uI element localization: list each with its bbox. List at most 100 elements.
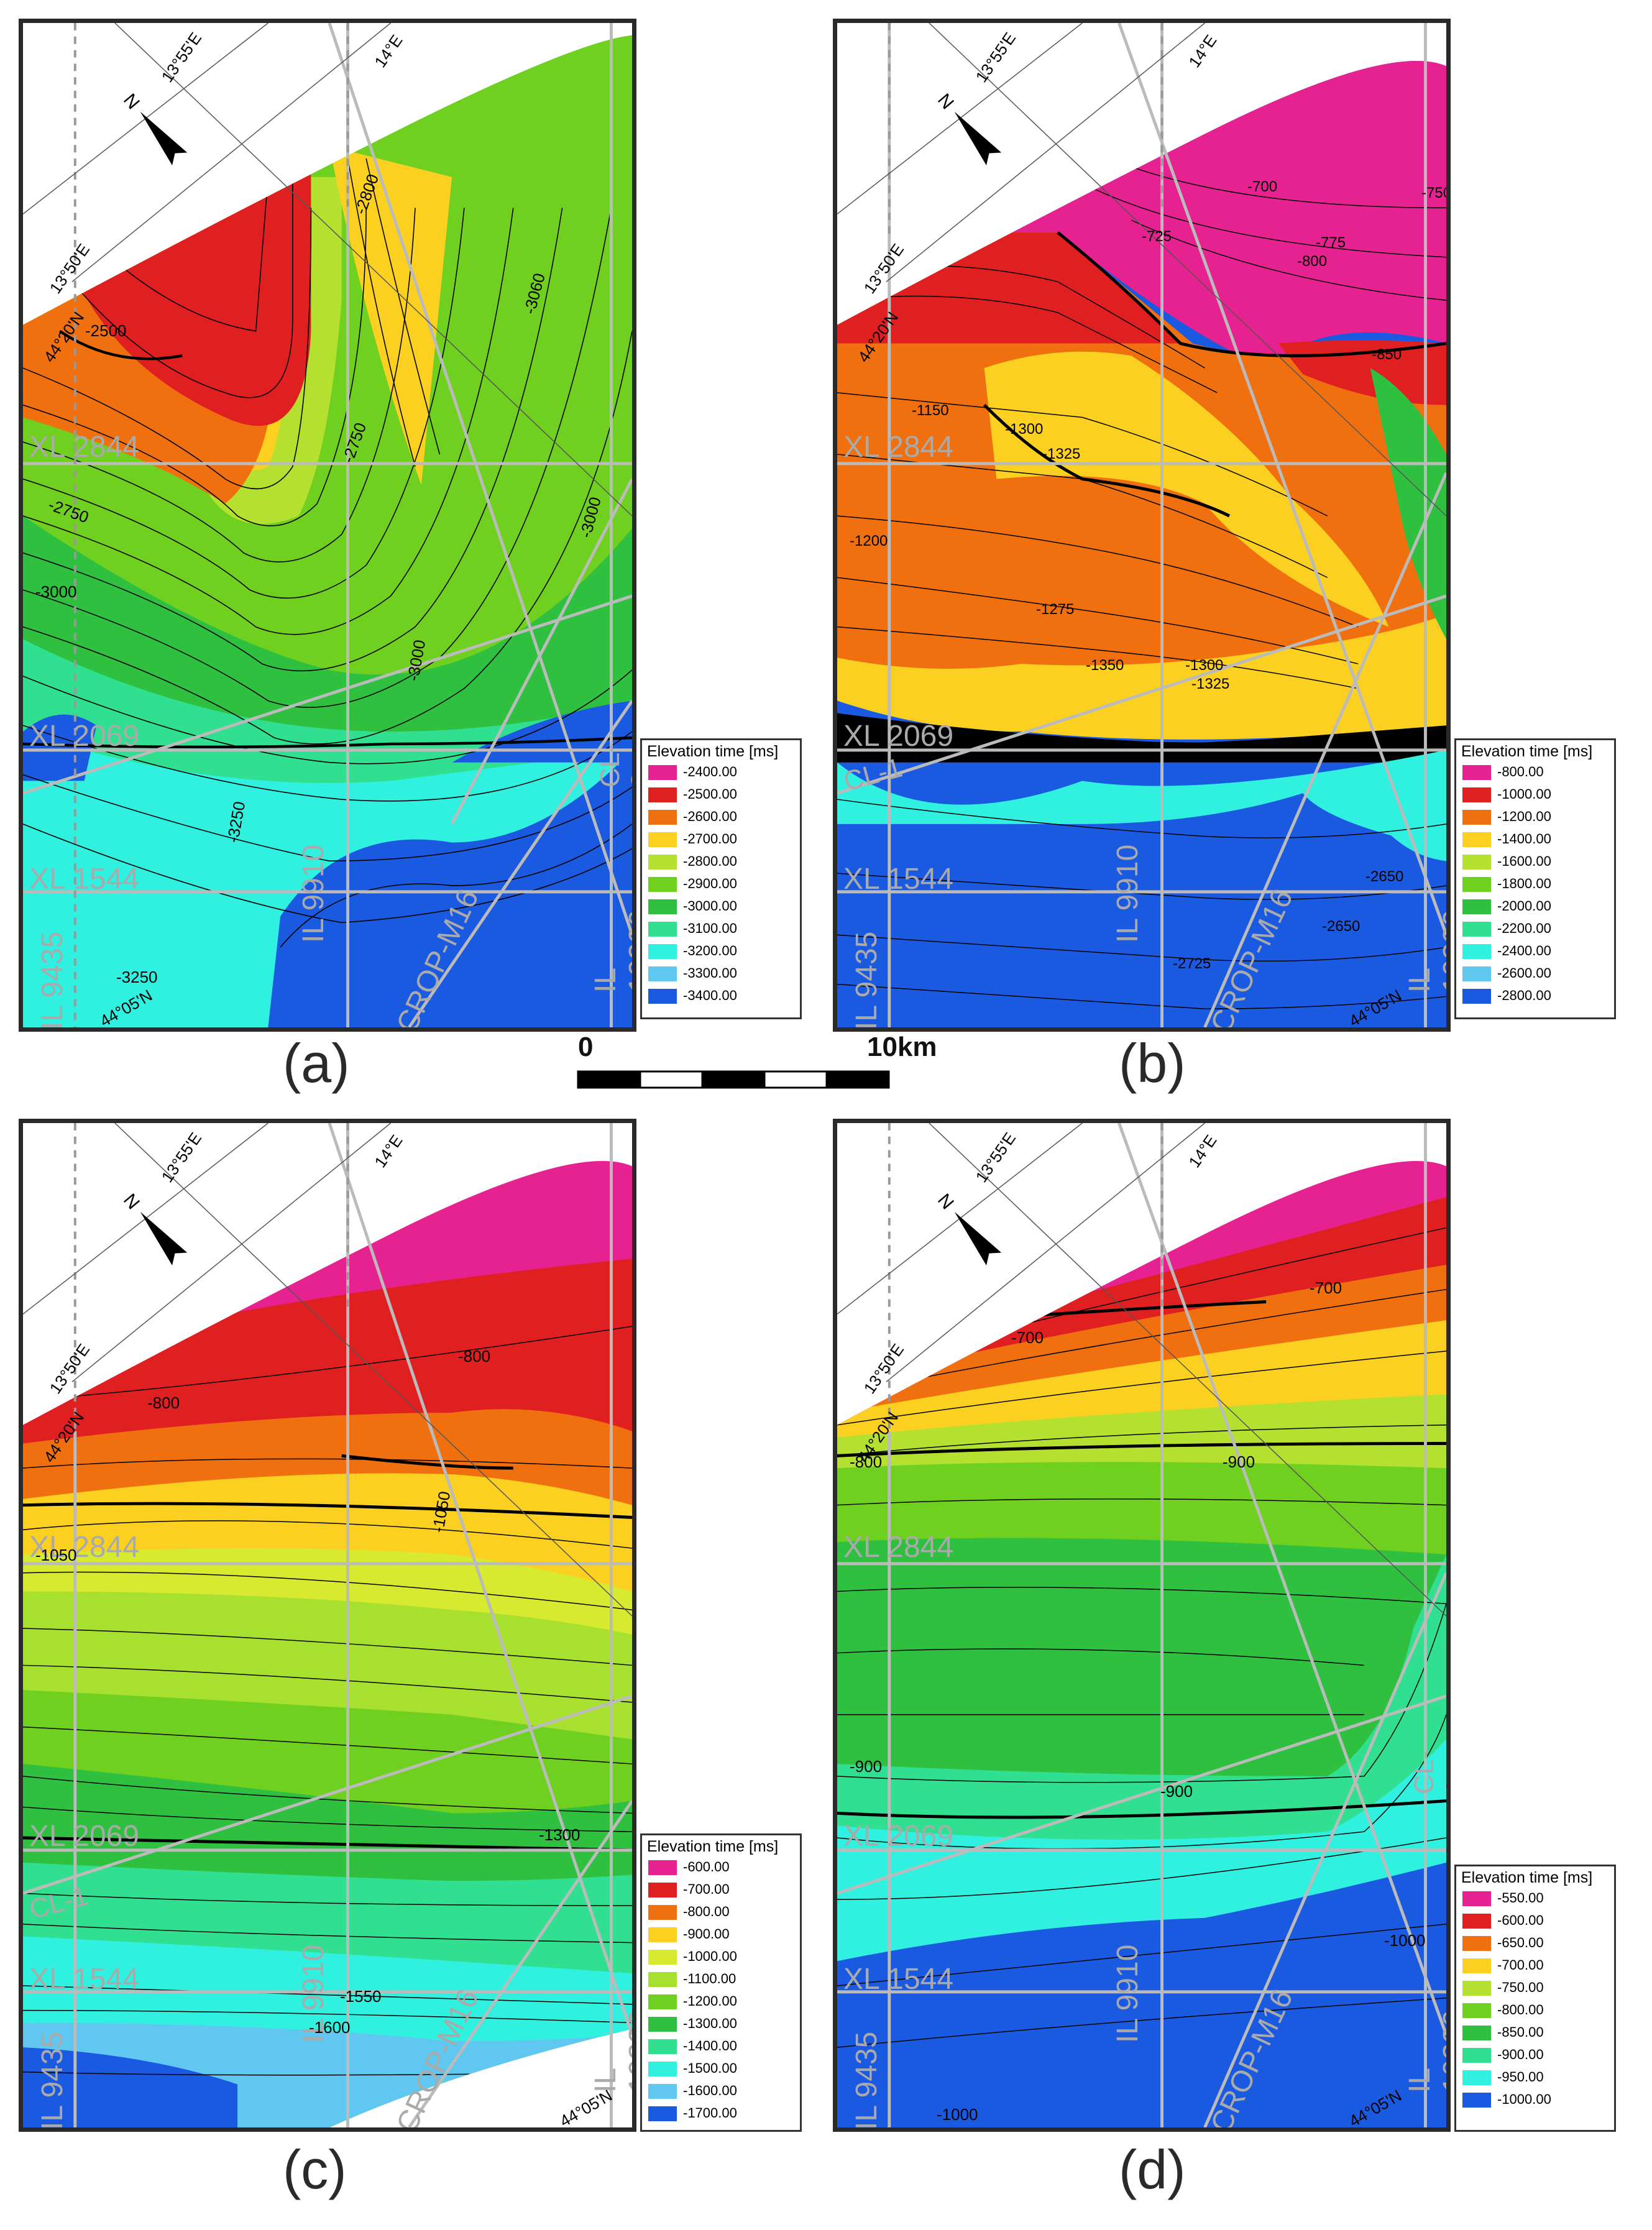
svg-text:N: N (119, 1190, 144, 1213)
legend-label: -2400.00 (1497, 943, 1551, 958)
legend-b: Elevation time [ms] -800.00 -1000.00 -1200… (1454, 738, 1616, 1019)
legend-swatch (1462, 989, 1491, 1004)
contour-label: -1600 (309, 2018, 351, 2037)
il-label-right: IL 10330 (1403, 2009, 1451, 2093)
legend-item: -700.00 (648, 1881, 797, 1897)
legend-item: -2900.00 (648, 876, 797, 892)
legend-item: -3300.00 (648, 965, 797, 981)
legend-swatch (648, 2039, 677, 2054)
il-label-right: IL 10330 (589, 909, 636, 993)
legend-item: -800.00 (1462, 2002, 1612, 2018)
legend-item: -1000.00 (648, 1948, 797, 1965)
legend-c: Elevation time [ms] -600.00 -700.00 -800.0… (640, 1833, 802, 2132)
legend-item: -1100.00 (648, 1971, 797, 1987)
legend-swatch (1462, 899, 1491, 914)
map-panel-b: N XL 2844 XL 2069 XL 1544 IL 9910 IL 103… (833, 19, 1451, 1032)
legend-swatch (1462, 944, 1491, 959)
scale-start-label: 0 (578, 1032, 594, 1062)
legend-label: -650.00 (1497, 1935, 1544, 1950)
cl-label: CL-2 (595, 743, 632, 787)
legend-label: -750.00 (1497, 1980, 1544, 1995)
contour-label: -1300 (539, 1825, 580, 1844)
legend-item: -600.00 (1462, 1912, 1612, 1929)
legend-label: -2600.00 (683, 809, 737, 824)
legend-swatch (1462, 2026, 1491, 2040)
map-panel-d: N XL 2844 XL 2069 XL 1544 IL 9910 IL 103… (833, 1119, 1451, 2132)
legend-swatch (648, 1950, 677, 1965)
legend-swatch (648, 1860, 677, 1875)
legend-label: -1500.00 (683, 2060, 737, 2076)
contour-label: -1275 (1036, 601, 1075, 618)
legend-item: -1300.00 (648, 2016, 797, 2032)
legend-swatch (648, 966, 677, 981)
panel-label-c: (c) (283, 2139, 347, 2200)
legend-swatch (648, 832, 677, 847)
legend-item: -600.00 (648, 1859, 797, 1875)
legend-label: -2800.00 (683, 853, 737, 869)
legend-item: -2500.00 (648, 786, 797, 802)
legend-label: -2900.00 (683, 876, 737, 891)
il-label-right: IL 10330 (589, 2009, 636, 2093)
contour-label: -2725 (1173, 955, 1211, 972)
panel-label-a: (a) (283, 1032, 350, 1094)
legend-label: -950.00 (1497, 2069, 1544, 2085)
legend-swatch (1462, 922, 1491, 937)
legend-item: -1600.00 (1462, 853, 1612, 870)
contour-label: -1200 (850, 533, 888, 549)
legend-item: -1200.00 (1462, 809, 1612, 825)
contour-label: -1300 (1185, 657, 1224, 674)
legend-item: -2400.00 (648, 764, 797, 780)
legend-title: Elevation time [ms] (647, 743, 779, 760)
il-label-mid: IL 9910 (297, 844, 330, 943)
contour-label: -1350 (1086, 657, 1124, 674)
legend-item: -1600.00 (648, 2083, 797, 2099)
contour-label: -775 (1316, 234, 1346, 251)
contour-label: -900 (1160, 1782, 1193, 1801)
contour-label: -1550 (340, 1987, 382, 2006)
xl-label-upper: XL 2844 (29, 1531, 140, 1564)
legend-swatch (648, 989, 677, 1004)
legend-label: -1700.00 (683, 2105, 737, 2121)
contour-label: -800 (458, 1347, 491, 1365)
legend-label: -3100.00 (683, 920, 737, 936)
legend-label: -3300.00 (683, 965, 737, 981)
xl-label-bottom: XL 1544 (843, 863, 954, 896)
legend-label: -700.00 (1497, 1957, 1544, 1973)
legend-item: -900.00 (648, 1926, 797, 1942)
svg-text:N: N (934, 1190, 958, 1213)
legend-label: -3000.00 (683, 898, 737, 914)
legend-item: -1400.00 (648, 2038, 797, 2054)
legend-swatch (1462, 1981, 1491, 1996)
il-label-mid: IL 9910 (1111, 844, 1144, 943)
legend-item: -1700.00 (648, 2105, 797, 2121)
legend-item: -1000.00 (1462, 2091, 1612, 2108)
contour-label: -800 (1297, 253, 1328, 270)
scale-end-label: 10km (867, 1032, 937, 1062)
legend-swatch (1462, 1936, 1491, 1951)
legend-swatch (1462, 877, 1491, 892)
legend-label: -550.00 (1497, 1890, 1544, 1906)
legend-swatch (648, 1972, 677, 1987)
legend-item: -1000.00 (1462, 786, 1612, 802)
legend-label: -3200.00 (683, 943, 737, 958)
legend-swatch (648, 1883, 677, 1897)
legend-swatch (648, 2084, 677, 2099)
il-label-left: IL 9435 (850, 2031, 883, 2130)
legend-item: -2200.00 (1462, 920, 1612, 937)
il-label-right: IL 10330 (1403, 909, 1451, 993)
legend-swatch (648, 855, 677, 870)
legend-label: -1200.00 (1497, 809, 1551, 824)
contour-label: -700 (1247, 178, 1278, 195)
contour-label: -700 (1310, 1278, 1342, 1297)
legend-item: -700.00 (1462, 1957, 1612, 1973)
legend-swatch (1462, 810, 1491, 825)
contour-label: -3250 (116, 968, 158, 986)
legend-label: -800.00 (1497, 2002, 1544, 2017)
xl-label-lower: XL 2069 (29, 1820, 140, 1853)
legend-swatch (648, 1927, 677, 1942)
contour-label: -800 (147, 1393, 180, 1412)
legend-item: -2600.00 (1462, 965, 1612, 981)
legend-label: -1400.00 (683, 2038, 737, 2053)
north-arrow-a: N (119, 89, 188, 165)
xl-label-lower: XL 2069 (29, 720, 140, 753)
